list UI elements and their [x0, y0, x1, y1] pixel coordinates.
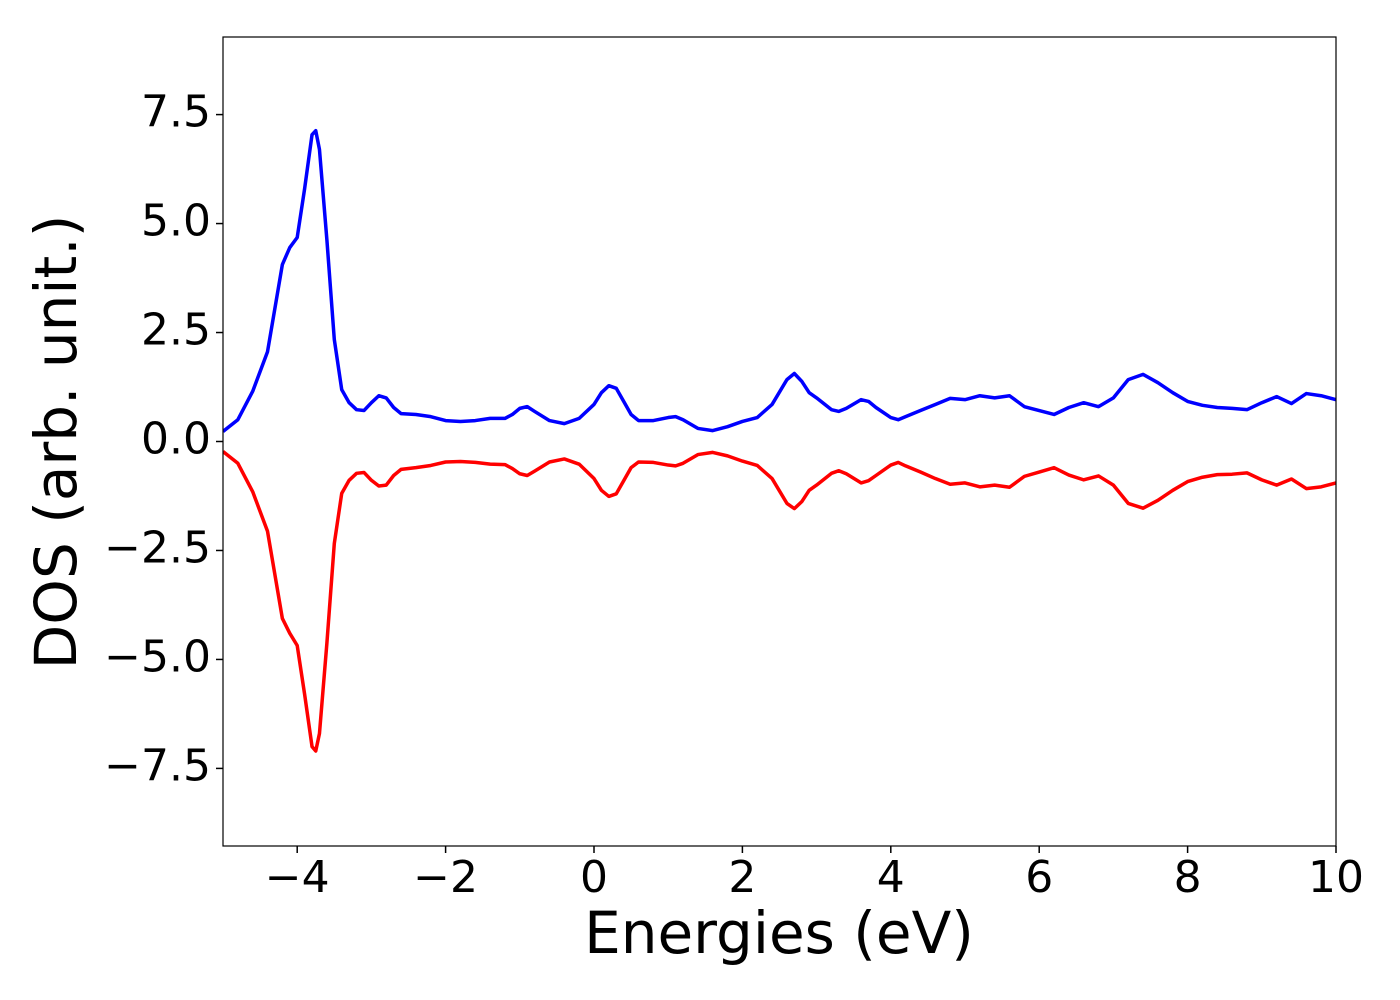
line-series — [223, 450, 1336, 753]
x-tick-label: −4 — [265, 852, 330, 903]
line-series — [223, 128, 1336, 433]
x-tick-label: −2 — [413, 852, 478, 903]
x-axis-label: Energies (eV) — [584, 899, 974, 967]
x-tick-label: 0 — [580, 852, 608, 903]
y-tick-label: −7.5 — [104, 740, 211, 791]
y-tick-label: −2.5 — [104, 522, 211, 573]
y-tick-label: 0.0 — [141, 414, 211, 465]
x-tick-label: 2 — [728, 852, 756, 903]
plot-frame — [222, 36, 1337, 847]
y-tick-label: −5.0 — [104, 631, 211, 682]
x-tick-label: 6 — [1025, 852, 1053, 903]
y-tick-label: 2.5 — [141, 305, 211, 356]
x-tick-label: 10 — [1308, 852, 1364, 903]
x-tick-label: 8 — [1174, 852, 1202, 903]
y-tick-label: 5.0 — [141, 196, 211, 247]
x-tick-label: 4 — [877, 852, 905, 903]
y-axis-label: DOS (arb. unit.) — [22, 215, 90, 670]
y-tick-label: 7.5 — [141, 87, 211, 138]
